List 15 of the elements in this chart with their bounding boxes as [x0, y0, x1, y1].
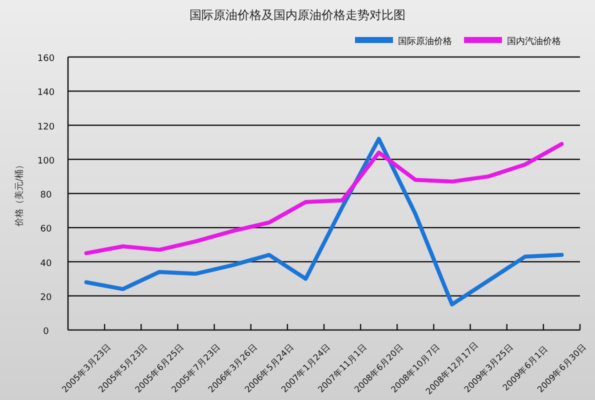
legend-label: 国内汽油价格 [507, 36, 561, 47]
y-tick-label: 140 [37, 88, 55, 98]
chart-title: 国际原油价格及国内原油价格走势对比图 [190, 8, 406, 22]
y-axis-title: 价格（美元/桶） [14, 160, 25, 228]
y-tick-label: 20 [40, 292, 52, 303]
line-series [84, 136, 564, 306]
line-series [84, 142, 564, 256]
y-tick-label: 40 [40, 258, 52, 269]
y-tick-label: 100 [37, 156, 55, 166]
y-tick-label: 0 [43, 327, 50, 337]
y-tick-label: 80 [40, 190, 52, 200]
legend-label: 国际原油价格 [398, 36, 452, 47]
y-tick-label: 120 [37, 122, 55, 132]
y-tick-label: 60 [40, 224, 52, 235]
y-tick-label: 160 [37, 54, 55, 64]
